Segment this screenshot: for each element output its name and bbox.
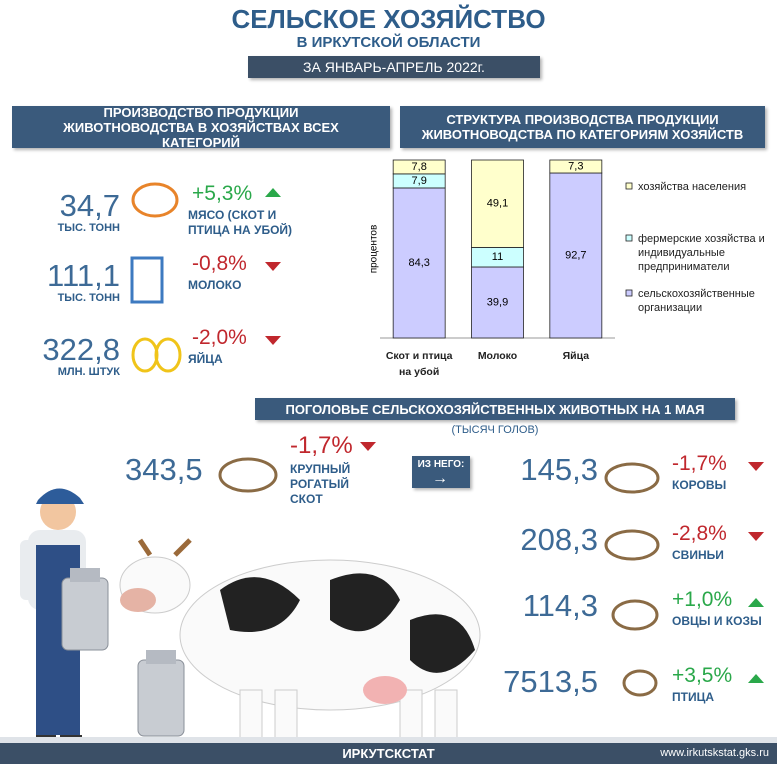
product-value: 34,7 [59, 188, 120, 223]
chart: процентов 84,3 7,9 7,8 39,9 11 49,1 92,7 7,3 Ско… [360, 150, 777, 390]
chart-plot: процентов 84,3 7,9 7,8 39,9 11 49,1 92,7 7,3 [369, 159, 633, 339]
data-label: 7,8 [412, 161, 427, 173]
product-change: +5,3% [192, 182, 253, 205]
data-label: 7,3 [568, 160, 583, 172]
product-unit: МЛН. ШТУК [57, 366, 120, 378]
bar-segment [471, 266, 524, 339]
data-label: 11 [492, 251, 503, 263]
product-unit: ТЫС. ТОНН [57, 292, 120, 304]
livestock-value: 114,3 [522, 588, 598, 623]
legend-label: сельскохозяйственные организации [638, 288, 755, 314]
product-change: -0,8% [192, 252, 247, 275]
subtitle: В ИРКУТСКОЙ ОБЛАСТИ [296, 34, 481, 51]
trend-arrow [748, 532, 764, 541]
footer: ИРКУТСКСТАТ www.irkutskstat.gks.ru [0, 743, 777, 764]
livestock-label: СВИНЬИ [672, 548, 724, 562]
product-value: 111,1 [47, 258, 120, 293]
legend-label: хозяйства населения [638, 181, 747, 193]
data-label: 92,7 [565, 249, 586, 261]
bar-segment [392, 187, 446, 339]
legend-swatch [625, 234, 633, 242]
livestock-unit: (ТЫСЯЧ ГОЛОВ) [451, 424, 539, 436]
trend-arrow [265, 188, 281, 197]
data-label: 7,9 [412, 175, 427, 187]
bar-segment [471, 159, 524, 248]
chart-title: СТРУКТУРА ПРОИЗВОДСТВА ПРОДУКЦИИ ЖИВОТНО… [400, 106, 765, 148]
data-label: 39,9 [487, 296, 508, 308]
livestock-label: КОРОВЫ [672, 478, 727, 492]
product-value: 322,8 [42, 332, 120, 367]
product-label: ЯЙЦА [188, 352, 223, 366]
product-unit: ТЫС. ТОНН [57, 222, 120, 234]
total-value: 343,5 [125, 452, 203, 487]
legend-swatch [625, 289, 633, 297]
production-heading: ПРОИЗВОДСТВО ПРОДУКЦИИ ЖИВОТНОВОДСТВА В … [12, 105, 390, 150]
badge-text: ИЗ НЕГО: [417, 459, 465, 470]
bar-segment [549, 159, 603, 174]
livestock-change: -1,7% [672, 452, 727, 475]
x-tick-label: Молоко [477, 350, 518, 362]
total-change: -1,7% [290, 432, 353, 459]
footer-name: ИРКУТСКСТАТ [342, 746, 435, 761]
total-label: КРУПНЫЙ РОГАТЫЙ СКОТ [290, 462, 351, 506]
legend-label: фермерские хозяйства и индивидуальные пр… [638, 233, 765, 273]
product-label: МОЛОКО [188, 278, 242, 292]
y-axis-label: процентов [369, 225, 380, 274]
livestock-change: +3,5% [672, 664, 733, 687]
bar-segment [392, 159, 446, 175]
footer-url: www.irkutskstat.gks.ru [660, 747, 769, 759]
livestock-change: +1,0% [672, 588, 733, 611]
trend-arrow [265, 336, 281, 345]
livestock-value: 7513,5 [503, 664, 598, 699]
legend-swatch [625, 182, 633, 190]
livestock-label: ОВЦЫ И КОЗЫ [672, 614, 762, 628]
livestock-change: -2,8% [672, 522, 727, 545]
bar-segment [549, 172, 603, 339]
livestock-value: 145,3 [520, 452, 598, 487]
data-label: 84,3 [408, 257, 429, 269]
trend-arrow [265, 262, 281, 271]
data-label: 49,1 [487, 198, 508, 210]
trend-arrow [748, 462, 764, 471]
trend-arrow [748, 598, 764, 607]
x-tick-label: Скот и птица на убой [385, 350, 453, 378]
period: ЗА ЯНВАРЬ-АПРЕЛЬ 2022г. [248, 56, 540, 78]
title: СЕЛЬСКОЕ ХОЗЯЙСТВО [231, 4, 546, 34]
badge: ИЗ НЕГО: → [412, 456, 470, 488]
product-change: -2,0% [192, 326, 247, 349]
livestock-heading: ПОГОЛОВЬЕ СЕЛЬСКОХОЗЯЙСТВЕННЫХ ЖИВОТНЫХ … [255, 398, 735, 420]
arrow-icon: → [432, 470, 448, 487]
livestock-label: ПТИЦА [672, 690, 715, 704]
trend-arrow [748, 674, 764, 683]
livestock-value: 208,3 [520, 522, 598, 557]
trend-arrow [360, 442, 376, 451]
product-label: МЯСО (СКОТ И ПТИЦА НА УБОЙ) [188, 208, 293, 237]
x-tick-label: Яйца [562, 350, 590, 362]
